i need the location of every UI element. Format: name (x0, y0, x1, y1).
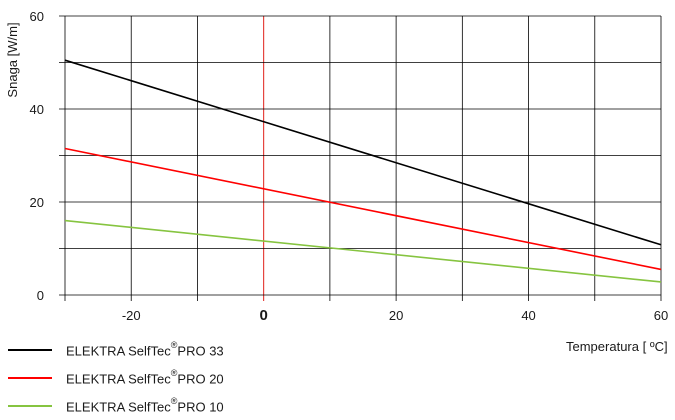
legend-label-pro33: ELEKTRA SelfTec®PRO 33 (66, 339, 224, 359)
x-tick-label: 20 (389, 308, 403, 323)
y-tick-labels: 0 20 40 60 (30, 9, 44, 303)
x-tick-label: -20 (122, 308, 141, 323)
x-axis-label: Temperatura [ ºC] (566, 339, 668, 354)
legend-swatch-pro10 (8, 405, 52, 407)
series-line-2 (64, 147, 662, 271)
legend-item-pro10: ELEKTRA SelfTec®PRO 10 (8, 392, 224, 420)
legend-swatch-pro33 (8, 349, 52, 351)
legend-label-pro10: ELEKTRA SelfTec®PRO 10 (66, 395, 224, 415)
y-tick-label: 20 (30, 195, 44, 210)
series-line-3 (64, 219, 662, 283)
y-tick-label: 40 (30, 102, 44, 117)
grid (59, 15, 662, 301)
x-tick-label: 60 (654, 308, 668, 323)
y-tick-label: 60 (30, 9, 44, 24)
x-tick-labels: -20 0 20 40 60 (122, 307, 668, 324)
x-tick-label: 40 (521, 308, 535, 323)
legend-label-pro20: ELEKTRA SelfTec®PRO 20 (66, 367, 224, 387)
series-lines (64, 59, 662, 283)
legend-swatch-pro20 (8, 377, 52, 379)
y-axis-label: Snaga [W/m] (5, 22, 20, 97)
y-tick-label: 0 (37, 288, 44, 303)
legend-item-pro33: ELEKTRA SelfTec®PRO 33 (8, 336, 224, 364)
x-tick-label: 0 (259, 307, 267, 324)
legend-item-pro20: ELEKTRA SelfTec®PRO 20 (8, 364, 224, 392)
series-line-1 (64, 59, 662, 246)
legend: ELEKTRA SelfTec®PRO 33 ELEKTRA SelfTec®P… (8, 336, 224, 420)
